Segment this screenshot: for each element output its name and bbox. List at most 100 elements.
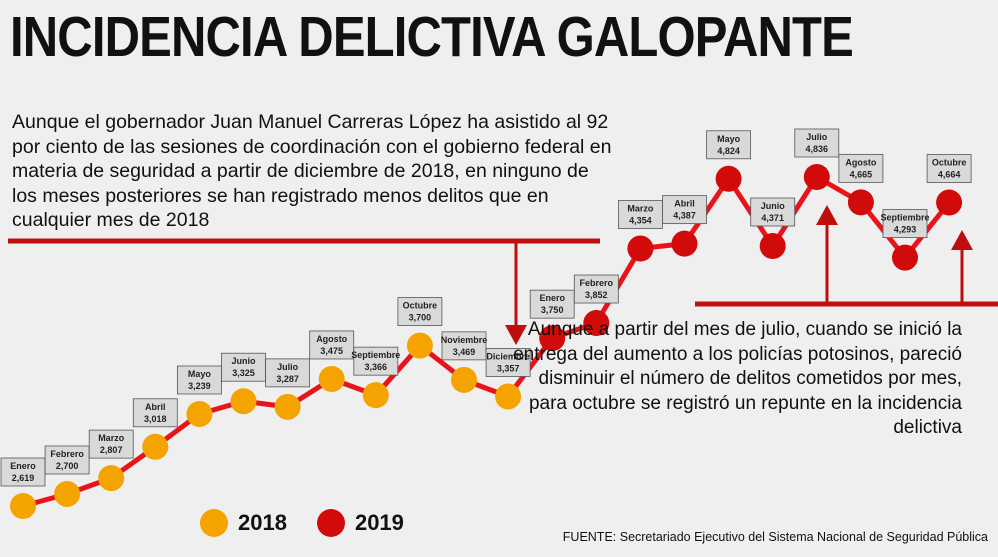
arrow-down-head	[505, 325, 527, 345]
data-label-2019-agosto: Agosto 4,665	[838, 153, 884, 183]
data-label-2019-junio: Junio 4,371	[750, 197, 796, 227]
data-label-value: 4,371	[761, 213, 784, 223]
data-label-value: 3,018	[144, 414, 167, 424]
legend-marker-2019	[316, 509, 345, 537]
data-label-value: 3,325	[232, 368, 255, 378]
page-title: INCIDENCIA DELICTIVA GALOPANTE	[10, 5, 854, 69]
data-point-2019-junio	[759, 233, 786, 260]
data-label-value: 4,824	[717, 146, 740, 156]
data-label-value: 3,750	[541, 305, 564, 315]
data-label-value: 3,239	[188, 381, 211, 391]
data-label-month: Enero	[539, 293, 565, 303]
data-label-month: Julio	[277, 362, 299, 372]
data-label-value: 4,664	[938, 170, 961, 180]
data-point-2019-octubre	[936, 189, 963, 216]
legend-item-2018: 2018	[200, 509, 287, 537]
data-point-2019-marzo	[627, 235, 654, 262]
data-label-2018-septiembre: Septiembre 3,366	[351, 346, 400, 376]
data-label-2019-febrero: Febrero 3,852	[573, 274, 619, 304]
data-label-2018-mayo: Mayo 3,239	[176, 365, 222, 395]
data-label-month: Enero	[10, 461, 36, 471]
data-label-month: Julio	[806, 132, 828, 142]
data-label-month: Septiembre	[880, 213, 929, 223]
data-label-value: 4,293	[894, 225, 917, 235]
data-point-2018-marzo	[98, 465, 125, 492]
data-point-2019-febrero	[583, 310, 610, 337]
data-label-month: Febrero	[580, 278, 614, 288]
data-label-value: 3,357	[497, 363, 520, 373]
data-point-2019-agosto	[847, 189, 874, 216]
data-label-month: Junio	[232, 356, 257, 366]
legend-item-2019: 2019	[316, 509, 404, 537]
data-label-2018-octubre: Octubre 3,700	[397, 297, 443, 326]
data-point-2019-septiembre	[892, 244, 918, 271]
data-label-2019-marzo: Marzo 4,354	[618, 200, 663, 229]
data-point-2018-noviembre	[451, 366, 477, 393]
arrow-up-head	[816, 205, 838, 225]
data-label-month: Septiembre	[351, 350, 400, 360]
data-label-2019-octubre: Octubre 4,664	[926, 154, 972, 183]
data-label-month: Noviembre	[441, 335, 488, 345]
data-label-2018-noviembre: Noviembre 3,469	[441, 331, 488, 361]
data-label-month: Octubre	[403, 301, 438, 311]
data-label-2018-julio: Julio 3,287	[265, 358, 311, 388]
data-points	[10, 164, 963, 519]
data-label-value: 2,619	[12, 473, 35, 483]
data-label-value: 3,852	[585, 290, 608, 300]
data-label-2018-diciembre: Diciembre 3,357	[485, 348, 531, 377]
data-label-month: Mayo	[717, 134, 741, 144]
data-label-2018-febrero: Febrero 2,700	[44, 445, 90, 475]
data-label-2018-marzo: Marzo 2,807	[88, 429, 134, 459]
data-label-month: Abril	[674, 199, 695, 209]
data-label-2018-enero: Enero 2,619	[0, 457, 46, 487]
data-label-value: 4,665	[850, 169, 873, 179]
data-point-2018-diciembre	[495, 383, 522, 410]
data-label-value: 4,836	[806, 144, 829, 154]
data-label-month: Junio	[761, 201, 786, 211]
data-label-month: Mayo	[188, 369, 212, 379]
data-label-value: 3,469	[453, 347, 476, 357]
data-label-2019-enero: Enero 3,750	[529, 289, 575, 319]
data-label-month: Agosto	[845, 157, 876, 167]
data-label-value: 2,807	[100, 445, 123, 455]
data-point-2018-agosto	[318, 365, 345, 392]
data-label-2018-agosto: Agosto 3,475	[309, 330, 355, 360]
data-point-2018-junio	[230, 388, 257, 415]
data-label-2019-julio: Julio 4,836	[794, 128, 840, 158]
data-point-2018-enero	[10, 493, 36, 519]
data-point-2019-abril	[671, 230, 698, 257]
data-label-value: 3,475	[320, 346, 343, 356]
data-label-value: 3,366	[365, 362, 388, 372]
data-label-2018-junio: Junio 3,325	[221, 352, 266, 382]
data-label-month: Octubre	[932, 158, 967, 168]
annotation-lines	[8, 205, 998, 345]
arrow-up-head	[951, 230, 973, 250]
data-label-month: Abril	[145, 402, 166, 412]
data-label-value: 4,354	[629, 216, 652, 226]
data-point-2018-septiembre	[362, 382, 389, 409]
data-label-month: Agosto	[316, 334, 347, 344]
data-label-value: 3,287	[276, 374, 299, 384]
data-label-2019-mayo: Mayo 4,824	[706, 130, 751, 160]
legend: 2018 2019	[200, 508, 434, 538]
data-point-2018-julio	[274, 393, 301, 420]
data-label-2019-septiembre: Septiembre 4,293	[880, 209, 930, 238]
legend-marker-2018	[200, 509, 228, 537]
annotation-right: Aunque a partir del mes de julio, cuando…	[513, 319, 962, 438]
data-point-2018-octubre	[406, 332, 433, 359]
data-label-2018-abril: Abril 3,018	[132, 398, 178, 428]
data-label-value: 4,387	[673, 211, 696, 221]
data-point-2018-mayo	[186, 400, 213, 427]
data-point-2019-julio	[803, 164, 830, 190]
data-point-2018-abril	[142, 433, 169, 460]
data-label-month: Marzo	[627, 204, 654, 214]
annotation-left: Aunque el gobernador Juan Manuel Carrera…	[12, 111, 612, 231]
data-point-2019-mayo	[715, 165, 742, 192]
data-label-month: Marzo	[98, 433, 125, 443]
data-label-month: Febrero	[50, 449, 84, 459]
source-note: FUENTE: Secretariado Ejecutivo del Siste…	[562, 530, 988, 544]
data-label-value: 3,700	[409, 313, 432, 323]
data-point-2019-enero	[539, 325, 566, 352]
data-labels: Enero 2,619 Febrero 2,700 Marzo 2,807 Abril 3,0…	[0, 128, 972, 487]
